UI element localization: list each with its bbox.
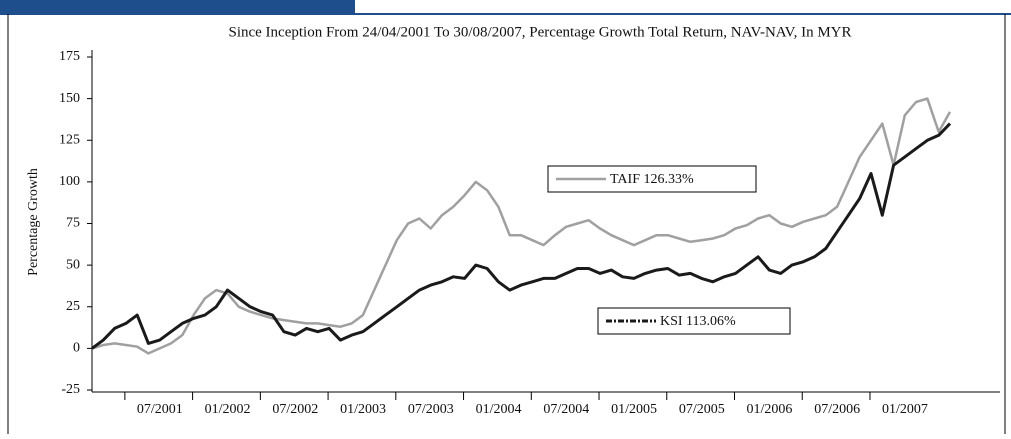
y-tick-label: 125 (59, 132, 80, 147)
x-tick-label: 07/2005 (679, 402, 725, 417)
y-tick-label: 50 (66, 257, 80, 272)
header-bar (0, 0, 355, 14)
y-tick-label: 150 (59, 91, 80, 106)
x-tick-label: 07/2002 (272, 402, 318, 417)
x-tick-label: 01/2006 (747, 402, 793, 417)
x-tick-label: 01/2005 (611, 402, 657, 417)
legend-label: TAIF 126.33% (610, 172, 694, 187)
y-tick-label: 100 (59, 174, 80, 189)
x-tick-label: 07/2006 (814, 402, 860, 417)
line-series (91, 122, 952, 350)
legend-label: KSI 113.06% (660, 314, 736, 329)
y-tick-label: 75 (66, 216, 80, 231)
chart-title: Since Inception From 24/04/2001 To 30/08… (228, 24, 851, 40)
y-tick-label: 0 (73, 341, 80, 356)
y-axis-label: Percentage Growth (26, 168, 41, 276)
y-tick-label: 25 (66, 299, 80, 314)
x-tick-label: 01/2007 (882, 402, 928, 417)
x-tick-label: 07/2003 (408, 402, 454, 417)
x-tick-label: 07/2004 (543, 402, 589, 417)
x-tick-label: 07/2001 (137, 402, 183, 417)
x-tick-label: 01/2003 (340, 402, 386, 417)
y-tick-label: 175 (59, 49, 80, 64)
x-tick-label: 01/2004 (476, 402, 522, 417)
line-series (91, 97, 952, 355)
y-tick-label: -25 (61, 382, 80, 397)
x-tick-label: 01/2002 (205, 402, 251, 417)
